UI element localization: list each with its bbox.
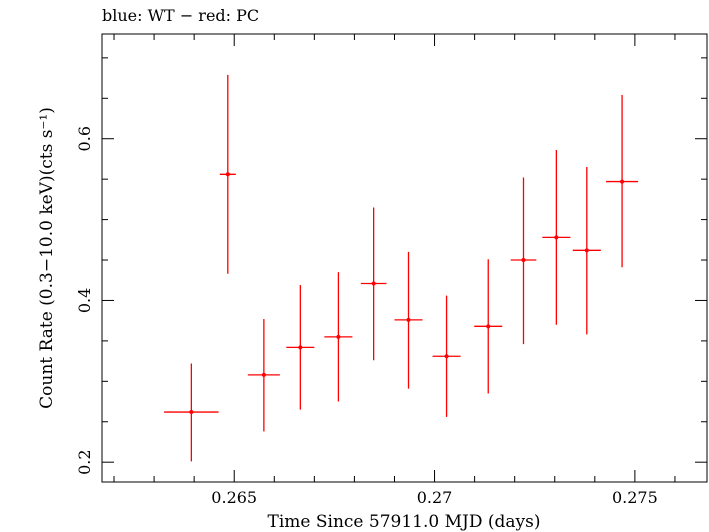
data-point (554, 235, 559, 240)
x-tick-label: 0.265 (211, 488, 257, 507)
data-point (521, 258, 526, 263)
data-point (261, 372, 266, 377)
data-point (620, 179, 625, 184)
data-point (486, 324, 491, 329)
y-tick-label: 0.2 (75, 449, 94, 474)
data-point (444, 354, 449, 359)
data-point (225, 172, 230, 177)
data-point (336, 334, 341, 339)
plot-frame (101, 33, 708, 483)
x-tick-label: 0.275 (612, 488, 658, 507)
y-tick-label: 0.4 (75, 288, 94, 313)
data-point (371, 281, 376, 286)
data-point (298, 345, 303, 350)
data-point (189, 410, 194, 415)
plot-area: 0.265 0.27 0.275 0.2 0.4 0.6 (75, 34, 707, 507)
x-tick-label: 0.27 (417, 488, 453, 507)
y-axis-label: Count Rate (0.3−10.0 keV)(cts s⁻¹) (37, 107, 57, 409)
chart-title: blue: WT − red: PC (102, 6, 259, 25)
x-axis-label: Time Since 57911.0 MJD (days) (268, 512, 541, 532)
data-point (584, 248, 589, 253)
y-tick-label: 0.6 (75, 126, 94, 151)
data-point (406, 317, 411, 322)
